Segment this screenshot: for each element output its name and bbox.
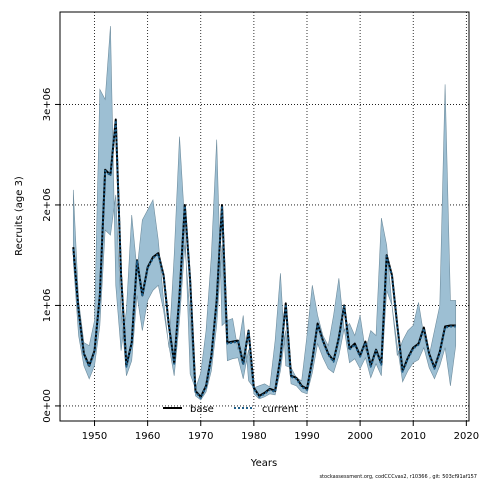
x-tick-label: 1980 <box>241 431 266 442</box>
y-tick-label: 1e+06 <box>42 289 53 323</box>
x-tick-label: 1950 <box>82 431 107 442</box>
y-axis-title: Recruits (age 3) <box>14 176 25 256</box>
x-tick-label: 1990 <box>294 431 319 442</box>
confidence-band <box>72 26 457 401</box>
x-tick-label: 2020 <box>454 431 479 442</box>
legend: base current <box>163 404 298 415</box>
x-tick-label: 1970 <box>188 431 213 442</box>
x-tick-label: 2010 <box>401 431 426 442</box>
y-tick-label: 3e+06 <box>42 88 53 122</box>
x-axis: 1950 1960 1970 1980 1990 2000 2010 2020 <box>82 421 479 442</box>
legend-base-label: base <box>190 404 214 415</box>
x-axis-title: Years <box>250 458 277 469</box>
series-line-current <box>72 119 456 399</box>
x-tick-label: 2000 <box>347 431 372 442</box>
series-lines <box>72 118 456 399</box>
y-axis: 0e+00 1e+06 2e+06 3e+06 <box>42 88 60 423</box>
confidence-band-area <box>72 26 457 401</box>
footnote: stockassessment.org, codCCCvas2, r10366 … <box>319 474 477 480</box>
legend-current-label: current <box>262 404 298 415</box>
y-tick-label: 2e+06 <box>42 188 53 222</box>
y-tick-label: 0e+00 <box>42 389 53 423</box>
plot-frame <box>59 11 470 422</box>
x-tick-label: 1960 <box>135 431 160 442</box>
